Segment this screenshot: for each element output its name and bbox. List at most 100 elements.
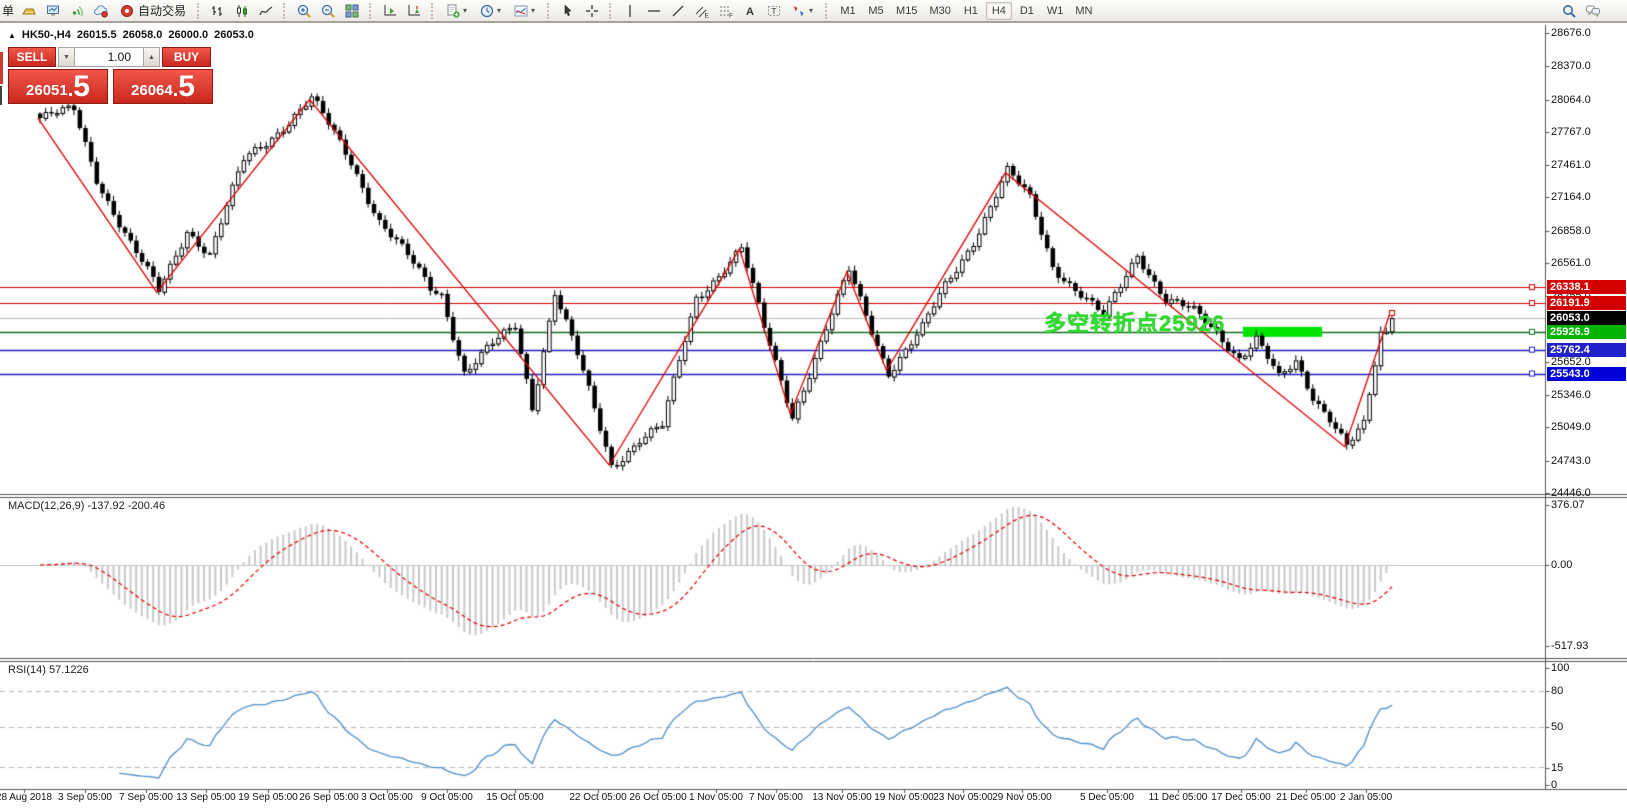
toolbar-separator	[609, 2, 613, 19]
channel-tool-button[interactable]: E	[690, 1, 714, 21]
ohlc-high: 26058.0	[122, 29, 163, 41]
templates-button[interactable]: ▾	[508, 1, 542, 21]
buy-price-display[interactable]: 26064. 5	[113, 69, 213, 104]
time-axis-label: 23 Nov 05:00	[933, 792, 993, 803]
trendline-tool-button[interactable]	[666, 1, 690, 21]
buy-button[interactable]: BUY	[162, 47, 211, 67]
main-toolbar: 单 自动交易 ▾ ▾ ▾ E F A T ▾	[0, 0, 1627, 23]
text-tool-button[interactable]: A	[738, 1, 762, 21]
timeframe-button-m15[interactable]: M15	[891, 2, 922, 20]
horizontal-line-tool-button[interactable]	[642, 1, 666, 21]
zoom-out-button[interactable]	[316, 1, 340, 21]
zoom-in-button[interactable]	[292, 1, 316, 21]
time-axis-label: 3 Oct 05:00	[361, 792, 413, 803]
timeframe-button-m5[interactable]: M5	[863, 2, 889, 20]
text-label-tool-button[interactable]: T	[762, 1, 786, 21]
timeframe-button-w1[interactable]: W1	[1042, 2, 1069, 20]
time-axis-label: 22 Oct 05:00	[569, 792, 627, 803]
rsi-axis-tick: 50	[1551, 721, 1564, 733]
chart-text-annotation: 多空转折点25926	[1044, 311, 1226, 336]
market-watch-icon	[45, 3, 61, 19]
time-axis-label: 13 Sep 05:00	[176, 792, 236, 803]
timeframe-button-mn[interactable]: MN	[1070, 2, 1097, 20]
new-chart-button[interactable]: ▾	[440, 1, 474, 21]
sell-button[interactable]: SELL	[8, 47, 56, 67]
arrows-tool-button[interactable]: ▾	[786, 1, 820, 21]
timeframe-button-m1[interactable]: M1	[835, 2, 861, 20]
timeframe-button-d1[interactable]: D1	[1014, 2, 1040, 20]
volume-input[interactable]	[75, 47, 143, 67]
zoom-in-icon	[296, 3, 312, 19]
price-axis-tick: 25346.0	[1551, 388, 1591, 401]
time-axis-label: 1 Nov 05:00	[689, 792, 743, 803]
autotrading-label: 自动交易	[138, 4, 187, 18]
signal-button[interactable]	[65, 1, 89, 21]
buy-price-dot: .	[172, 79, 179, 101]
price-axis-tick: 27164.0	[1551, 191, 1591, 204]
toolbar-separator	[547, 2, 551, 19]
search-button[interactable]	[1557, 1, 1581, 21]
autotrading-button[interactable]: 自动交易	[113, 1, 192, 21]
volume-stepper: ▼ ▲	[58, 47, 160, 67]
price-axis-tick: 24743.0	[1551, 454, 1591, 467]
fibonacci-icon: F	[718, 3, 734, 19]
buy-price-main: 26064	[131, 82, 173, 99]
timeframe-button-m30[interactable]: M30	[924, 2, 955, 20]
sell-price-frac: 5	[73, 70, 90, 103]
rsi-indicator-label: RSI(14) 57.1226	[8, 664, 89, 676]
svg-text:A: A	[746, 6, 754, 18]
toolbar-separator	[431, 2, 435, 19]
cloud-button[interactable]	[89, 1, 113, 21]
macd-axis-tick: 0.00	[1551, 559, 1573, 571]
price-axis-tick: 27461.0	[1551, 159, 1591, 172]
dropdown-caret-icon: ▾	[497, 6, 502, 15]
hline-price-label: 25926.9	[1547, 324, 1626, 339]
time-axis-label: 17 Dec 05:00	[1211, 792, 1271, 803]
cropped-panel-edge	[0, 86, 2, 105]
vertical-line-tool-button[interactable]	[618, 1, 642, 21]
sell-price-main: 26051	[26, 82, 68, 99]
candlestick-chart-button[interactable]	[230, 1, 254, 21]
chart-symbol-period: HK50-,H4	[21, 29, 71, 41]
ohlc-open: 26015.5	[76, 29, 117, 41]
chart-shift-button[interactable]	[402, 1, 426, 21]
rsi-axis-tick: 80	[1551, 685, 1564, 697]
toolbar-right-group	[1557, 1, 1605, 21]
text-label-icon: T	[766, 3, 782, 19]
hline-price-label: 25762.4	[1547, 342, 1626, 357]
text-icon: A	[742, 3, 758, 19]
time-axis-label: 29 Nov 05:00	[992, 792, 1052, 803]
toolbar-separator	[283, 2, 287, 19]
time-axis-label: 3 Sep 05:00	[58, 792, 112, 803]
volume-increase-button[interactable]: ▲	[143, 47, 160, 67]
periods-button[interactable]: ▾	[474, 1, 508, 21]
price-axis-tick: 25652.0	[1551, 355, 1591, 368]
timeframe-button-h4[interactable]: H4	[985, 1, 1012, 20]
bar-chart-button[interactable]	[206, 1, 230, 21]
time-axis-label: 7 Sep 05:00	[119, 792, 173, 803]
new-order-button-partial[interactable]: 单	[2, 4, 15, 18]
chart-header: ▲ HK50-,H4 26015.5 26058.0 26000.0 26053…	[8, 29, 254, 41]
time-axis-label: 9 Oct 05:00	[421, 792, 473, 803]
price-axis-tick: 27767.0	[1551, 125, 1591, 138]
cursor-tool-button[interactable]	[556, 1, 580, 21]
sell-price-display[interactable]: 26051. 5	[8, 69, 108, 104]
auto-scroll-button[interactable]	[378, 1, 402, 21]
time-axis-label: 11 Dec 05:00	[1148, 792, 1208, 803]
new-order-button[interactable]	[17, 1, 41, 21]
zoom-out-icon	[320, 3, 336, 19]
signal-icon	[69, 3, 85, 19]
macd-axis-tick: 376.07	[1551, 499, 1585, 511]
crosshair-tool-button[interactable]	[580, 1, 604, 21]
chart-collapse-arrow-icon[interactable]: ▲	[8, 30, 16, 40]
volume-decrease-button[interactable]: ▼	[58, 47, 75, 67]
line-chart-button[interactable]	[254, 1, 278, 21]
tile-windows-button[interactable]	[340, 1, 364, 21]
horizontal-line-icon	[646, 3, 662, 19]
market-watch-button[interactable]	[41, 1, 65, 21]
timeframe-button-h1[interactable]: H1	[958, 2, 984, 20]
rsi-axis-tick: 15	[1551, 762, 1564, 774]
fibonacci-tool-button[interactable]: F	[714, 1, 738, 21]
chat-button[interactable]	[1581, 1, 1605, 21]
